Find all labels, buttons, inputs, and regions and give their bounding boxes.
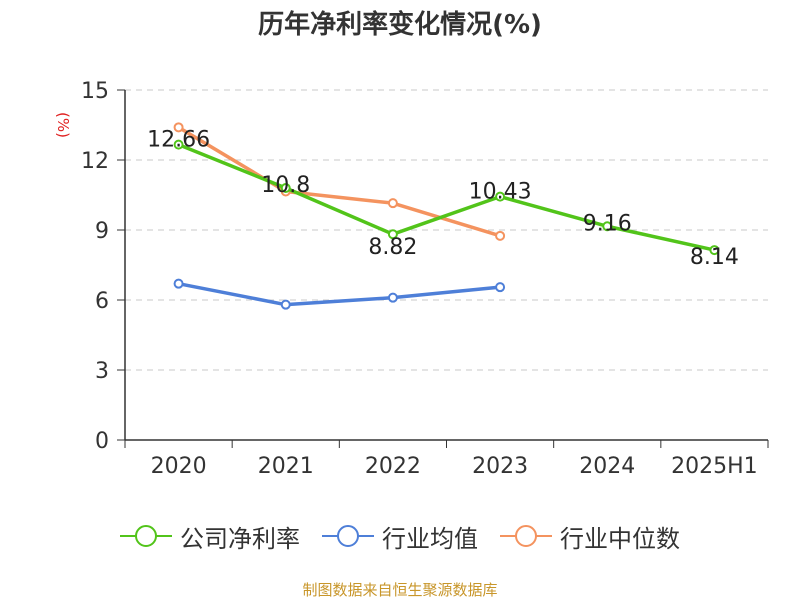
data-label: 8.14 xyxy=(690,245,739,270)
y-tick-label: 3 xyxy=(95,359,109,384)
legend-label: 行业均值 xyxy=(382,524,478,553)
axes: 0 3 6 9 12 15 2020 2021 2022 2023 2024 2025H1 xyxy=(81,79,769,479)
y-tick-label: 9 xyxy=(95,219,109,244)
legend-label: 行业中位数 xyxy=(560,524,680,553)
data-point xyxy=(387,229,398,240)
x-tick-label: 2023 xyxy=(472,454,528,479)
x-tick-label: 2024 xyxy=(579,454,635,479)
data-point xyxy=(602,221,613,232)
legend-marker-circle xyxy=(337,525,359,547)
data-point xyxy=(495,282,506,293)
data-point xyxy=(387,198,398,209)
legend-marker-icon xyxy=(500,525,552,547)
y-tick-label: 0 xyxy=(95,429,109,454)
legend-marker-icon xyxy=(120,525,172,547)
data-point xyxy=(173,139,184,150)
legend-item[interactable]: 行业均值 xyxy=(322,519,478,554)
series-line xyxy=(177,125,501,238)
gridlines xyxy=(125,89,768,371)
y-tick-label: 15 xyxy=(81,79,109,104)
data-label: 8.82 xyxy=(368,235,417,260)
data-point xyxy=(387,292,398,303)
series-line xyxy=(178,281,501,307)
legend-marker-icon xyxy=(322,525,374,547)
data-point xyxy=(280,299,291,310)
data-point xyxy=(495,191,506,202)
series-lines xyxy=(173,122,720,310)
series-line xyxy=(177,142,715,252)
data-labels: 12.66 10.8 8.82 10.43 9.16 8.14 xyxy=(147,128,739,270)
data-point xyxy=(709,245,720,256)
data-source-note: 制图数据来自恒生聚源数据库 xyxy=(302,581,498,599)
legend: 公司净利率 行业均值 行业中位数 xyxy=(0,519,800,553)
data-point xyxy=(495,230,506,241)
data-point xyxy=(173,122,184,133)
y-tick-label: 6 xyxy=(95,289,109,314)
legend-marker-circle xyxy=(135,525,157,547)
legend-label: 公司净利率 xyxy=(180,524,300,553)
legend-marker-circle xyxy=(515,525,537,547)
x-tick-label: 2022 xyxy=(365,454,421,479)
data-label: 10.43 xyxy=(469,180,532,205)
data-point xyxy=(173,278,184,289)
data-point xyxy=(280,183,291,193)
x-tick-label: 2020 xyxy=(151,454,207,479)
data-label: 10.8 xyxy=(261,173,310,198)
data-label: 12.66 xyxy=(147,128,210,153)
y-tick-label: 12 xyxy=(81,149,109,174)
x-tick-label: 2025H1 xyxy=(671,454,758,479)
legend-item[interactable]: 公司净利率 xyxy=(120,519,300,554)
chart-title: 历年净利率变化情况(%) xyxy=(258,10,542,40)
x-tick-label: 2021 xyxy=(258,454,314,479)
legend-item[interactable]: 行业中位数 xyxy=(500,519,680,554)
data-label: 9.16 xyxy=(583,211,632,236)
